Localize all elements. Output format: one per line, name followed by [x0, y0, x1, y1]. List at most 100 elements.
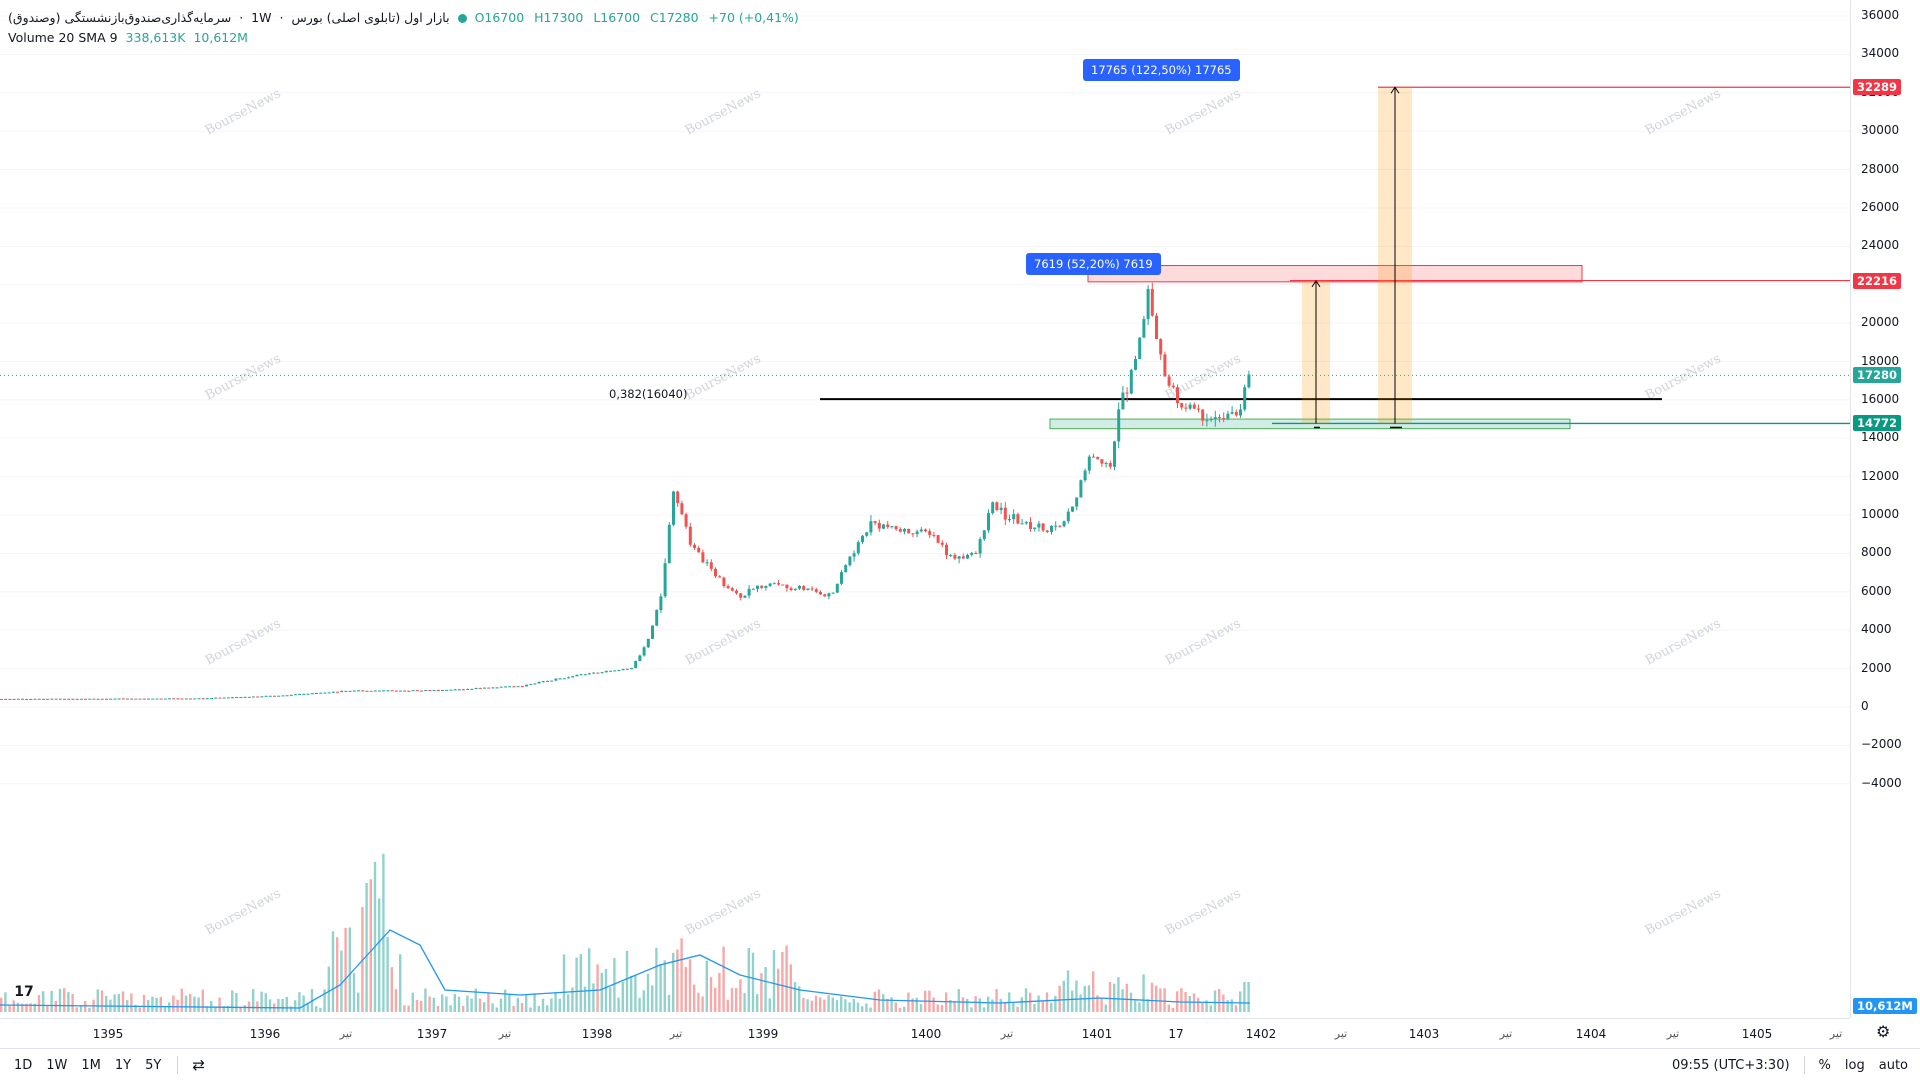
volume-bar: [869, 1007, 872, 1012]
volume-bar: [327, 966, 330, 1012]
candle-body: [957, 556, 961, 559]
volume-bar: [1066, 970, 1070, 1012]
time-tick-label: 1400: [910, 1027, 942, 1041]
time-tick-label: 1402: [1245, 1027, 1277, 1041]
volume-bar: [105, 995, 108, 1012]
volume-bar: [940, 1005, 944, 1012]
candle-body: [457, 689, 461, 691]
volume-bar: [840, 996, 843, 1012]
volume-bar: [835, 1000, 839, 1012]
auto-scale-toggle[interactable]: auto: [1878, 1057, 1908, 1073]
range-1d-button[interactable]: 1D: [14, 1057, 33, 1073]
candle-body: [50, 698, 54, 700]
volume-bar: [205, 1006, 209, 1012]
volume-bar: [373, 861, 377, 1012]
volume-bar: [1029, 992, 1032, 1012]
volume-bar: [159, 996, 162, 1012]
candle-body: [869, 521, 873, 533]
candle-body: [1129, 369, 1133, 394]
clock-timezone[interactable]: 09:55 (UTC+3:30): [1671, 1057, 1790, 1073]
range-1w-button[interactable]: 1W: [46, 1057, 68, 1073]
range-1y-button[interactable]: 1Y: [114, 1057, 132, 1073]
volume-bar: [680, 938, 683, 1012]
candle-body: [672, 491, 675, 525]
volume-indicator-name[interactable]: Volume 20 SMA 9: [8, 30, 118, 45]
candle-body: [96, 698, 100, 700]
drawing-zones[interactable]: [820, 86, 1850, 430]
symbol-title[interactable]: سرمایه‌گذاری‌صندوق‌بازنشستگی (وصندوق): [8, 10, 232, 25]
volume-bar: [718, 972, 721, 1012]
interval-label[interactable]: 1W: [251, 10, 272, 25]
candle-body: [987, 513, 990, 531]
volume-bar: [268, 999, 272, 1012]
measure-label-large[interactable]: 17765 (122,50%) 17765: [1083, 59, 1240, 81]
settings-gear-icon[interactable]: ⚙: [1876, 1022, 1891, 1041]
volume-bar: [214, 1006, 217, 1012]
candle-body: [907, 529, 911, 534]
legend-sep: ·: [239, 10, 244, 25]
volume-bar: [953, 1001, 956, 1012]
resistance-zone[interactable]: [1087, 265, 1583, 283]
ohlc-values: O16700 H17300 L16700 C17280 +70 (+0,41%): [475, 8, 805, 28]
measure-label-small[interactable]: 7619 (52,20%) 7619: [1026, 253, 1161, 275]
candle-body: [252, 696, 255, 698]
candle-body: [1041, 523, 1045, 531]
candle-body: [520, 686, 524, 688]
candle-body: [474, 687, 478, 689]
volume-bar: [558, 998, 561, 1012]
candle-body: [546, 680, 549, 682]
candle-body: [1138, 337, 1142, 360]
volume-bar: [340, 950, 343, 1012]
price-tick-label: 24000: [1861, 238, 1900, 253]
chart-pane[interactable]: BourseNews BourseNews BourseNews BourseNews…: [0, 0, 1850, 1018]
time-tick-label: تیر: [1000, 1027, 1014, 1040]
volume-bar: [483, 1002, 486, 1012]
price-tick-label: 12000: [1861, 468, 1900, 483]
volume-bar: [478, 998, 482, 1012]
change-value: +70 (+0,41%): [708, 10, 799, 25]
candle-body: [928, 531, 932, 535]
volume-bar: [877, 989, 881, 1012]
candle-body: [8, 698, 12, 700]
candle-body: [499, 686, 503, 688]
candle-body: [466, 688, 470, 690]
volume-bar: [848, 1002, 851, 1012]
exchange-label: بازار اول (تابلوی اصلی) بورس: [291, 10, 450, 25]
volume-bar: [630, 975, 633, 1012]
volume-bar: [4, 992, 7, 1012]
volume-bar: [331, 931, 335, 1012]
tradingview-logo-icon[interactable]: 17: [10, 980, 38, 1004]
low-value: L16700: [593, 10, 641, 25]
candle-body: [453, 689, 457, 691]
candle-body: [159, 698, 163, 700]
volume-bar: [344, 927, 347, 1012]
date-range-icon[interactable]: ⇄: [192, 1056, 205, 1074]
bottom-toolbar: 1D 1W 1M 1Y 5Y ⇄ 09:55 (UTC+3:30) % log …: [0, 1048, 1920, 1081]
price-axis[interactable]: 3600034000320003000028000260002400022000…: [1850, 0, 1920, 1018]
candle-body: [197, 698, 201, 700]
log-scale-toggle[interactable]: log: [1844, 1057, 1865, 1073]
price-tick-label: 14000: [1861, 430, 1900, 445]
volume-bar: [688, 959, 692, 1012]
candle-body: [205, 698, 209, 700]
percent-scale-toggle[interactable]: %: [1818, 1057, 1831, 1073]
volume-bar: [882, 994, 885, 1012]
volume-bar: [29, 1003, 32, 1012]
time-tick-label: تیر: [1666, 1027, 1680, 1040]
toolbar-divider: [177, 1056, 179, 1074]
candle-body: [798, 586, 801, 589]
volume-bar: [722, 946, 725, 1012]
volume-bar: [1226, 1000, 1229, 1012]
candle-body: [176, 698, 180, 700]
volume-bar: [810, 1000, 813, 1012]
candle-body: [151, 698, 155, 700]
watermark-text: BourseNews: [1643, 351, 1724, 403]
candle-body: [1092, 456, 1095, 458]
range-1m-button[interactable]: 1M: [81, 1057, 101, 1073]
time-axis[interactable]: 1395 1396 تیر 1397 تیر 1398 تیر 1399 1400 تیر 1401…: [0, 1018, 1850, 1049]
volume-sma-value: 10,612M: [193, 30, 248, 45]
volume-bar: [289, 1006, 293, 1012]
candle-body: [323, 692, 327, 694]
range-5y-button[interactable]: 5Y: [145, 1057, 162, 1073]
volume-bar: [420, 1000, 423, 1012]
